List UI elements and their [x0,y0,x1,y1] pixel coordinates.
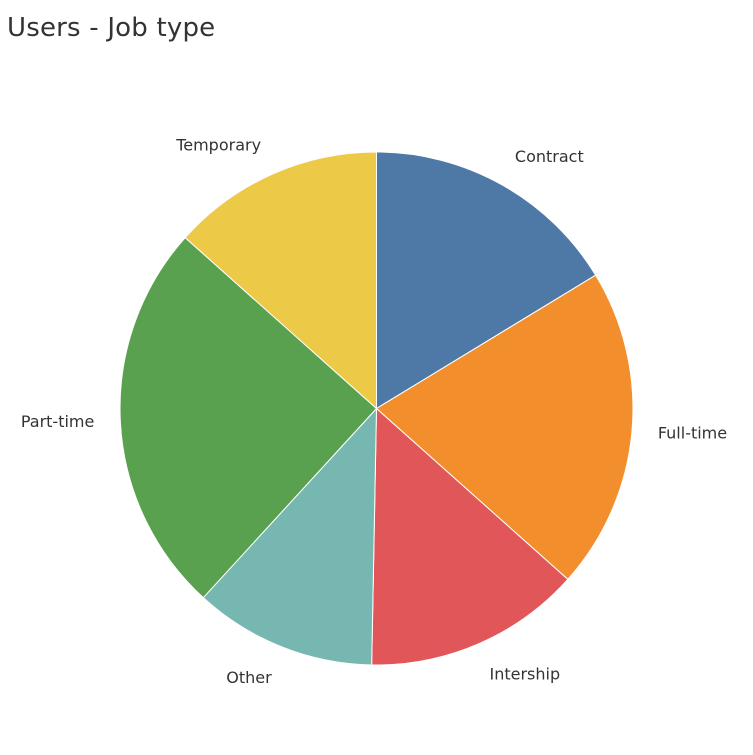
pie-label-part-time: Part-time [21,412,95,431]
pie-slice-full-time[interactable] [375,274,634,581]
pie-label-temporary: Temporary [175,136,261,155]
pie-slices [119,151,634,666]
pie-slice-intership[interactable] [371,407,569,666]
pie-label-other: Other [226,668,272,687]
pie-label-contract: Contract [515,147,584,166]
pie-slice-contract[interactable] [376,151,597,410]
chart-title: Users - Job type [7,13,216,43]
pie-slice-other[interactable] [202,407,378,666]
pie-labels: Contract Full-time Intership Other Part-time… [21,136,727,687]
pie-label-intership: Intership [490,664,561,683]
pie-slice-temporary[interactable] [184,151,377,410]
pie-slice-part-time[interactable] [119,236,378,599]
pie-label-full-time: Full-time [658,424,727,443]
